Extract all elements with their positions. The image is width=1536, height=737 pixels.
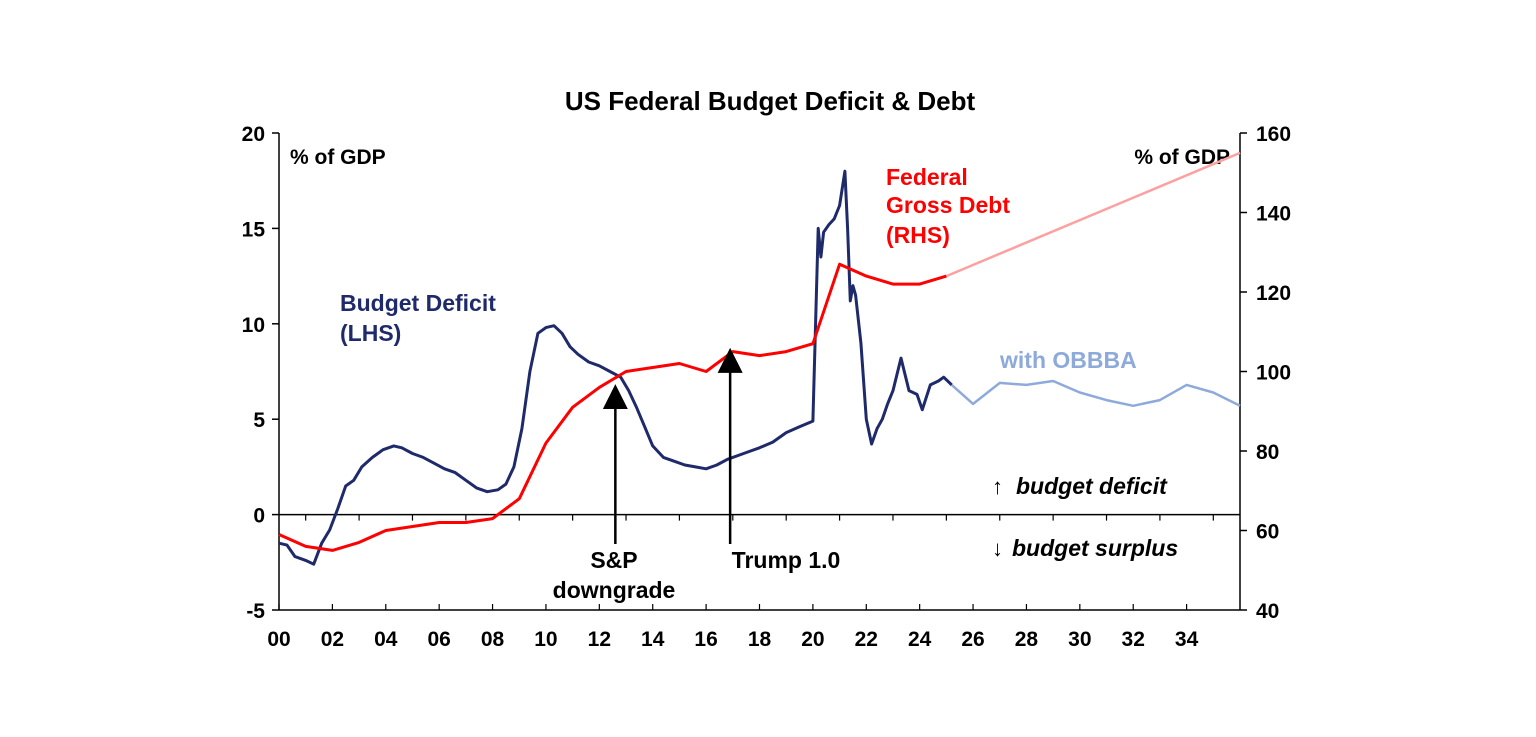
chart-title: US Federal Budget Deficit & Debt [565,86,976,116]
x-tick-label: 18 [748,628,772,651]
annotation-sp-line2: downgrade [553,577,676,603]
label-with-obbba: with OBBBA [999,347,1137,373]
left-tick-label: 20 [242,123,265,146]
label-budget-deficit: Budget Deficit [340,290,496,316]
series-group [278,151,1241,566]
left-tick-label: 5 [253,409,265,432]
label-rhs: (RHS) [886,222,950,248]
x-tick-label: 10 [534,628,557,651]
x-tick-label: 06 [427,628,450,651]
x-tick-label: 26 [961,628,984,651]
right-tick-label: 120 [1256,282,1291,305]
x-tick-label: 34 [1175,628,1199,651]
x-tick-label: 08 [481,628,505,651]
annotation-arrows [602,347,743,544]
right-tick-label: 60 [1256,521,1279,544]
series-line-2 [278,262,947,552]
annotation-sp-line1: S&P [590,547,637,573]
series-line-1 [950,379,1241,408]
right-tick-label: 80 [1256,441,1279,464]
label-federal: Federal [886,164,968,190]
label-lhs: (LHS) [340,320,401,346]
left-tick-label: 10 [242,314,265,337]
right-tick-label: 140 [1256,203,1291,226]
x-tick-label: 32 [1122,628,1145,651]
x-tick-label: 28 [1015,628,1039,651]
x-tick-label: 00 [267,628,290,651]
label-gross-debt: Gross Debt [886,192,1010,218]
left-tick-label: 15 [242,218,266,241]
x-tick-label: 04 [374,628,398,651]
left-axis-ticks: -5 0 5 10 15 20 [242,123,279,623]
x-tick-label: 24 [908,628,932,651]
right-tick-label: 100 [1256,362,1291,385]
series-line-3 [945,151,1241,278]
x-tick-label: 16 [694,628,717,651]
x-tick-label: 20 [801,628,824,651]
x-tick-label: 12 [588,628,611,651]
x-axis-ticks: 00 02 04 06 08 10 12 14 16 18 20 22 24 26 28 30 32 34 [267,514,1214,651]
right-axis-ticks: 40 60 80 100 120 140 160 [1240,123,1291,623]
annotation-trump: Trump 1.0 [732,547,841,573]
left-tick-label: 0 [253,505,265,528]
left-tick-label: -5 [246,600,265,623]
arrow-up-icon: ↑ [992,474,1003,499]
x-tick-label: 02 [321,628,344,651]
series-line-0 [278,169,953,566]
label-budget-surplus-direction: budget surplus [1012,535,1178,561]
right-tick-label: 160 [1256,123,1291,146]
right-axis-unit: % of GDP [1134,146,1230,169]
x-tick-label: 30 [1068,628,1091,651]
right-tick-label: 40 [1256,600,1279,623]
x-tick-label: 22 [855,628,878,651]
label-budget-deficit-direction: budget deficit [1016,473,1168,499]
arrow-down-icon: ↓ [992,536,1003,561]
x-tick-label: 14 [641,628,665,651]
left-axis-unit: % of GDP [290,146,386,169]
